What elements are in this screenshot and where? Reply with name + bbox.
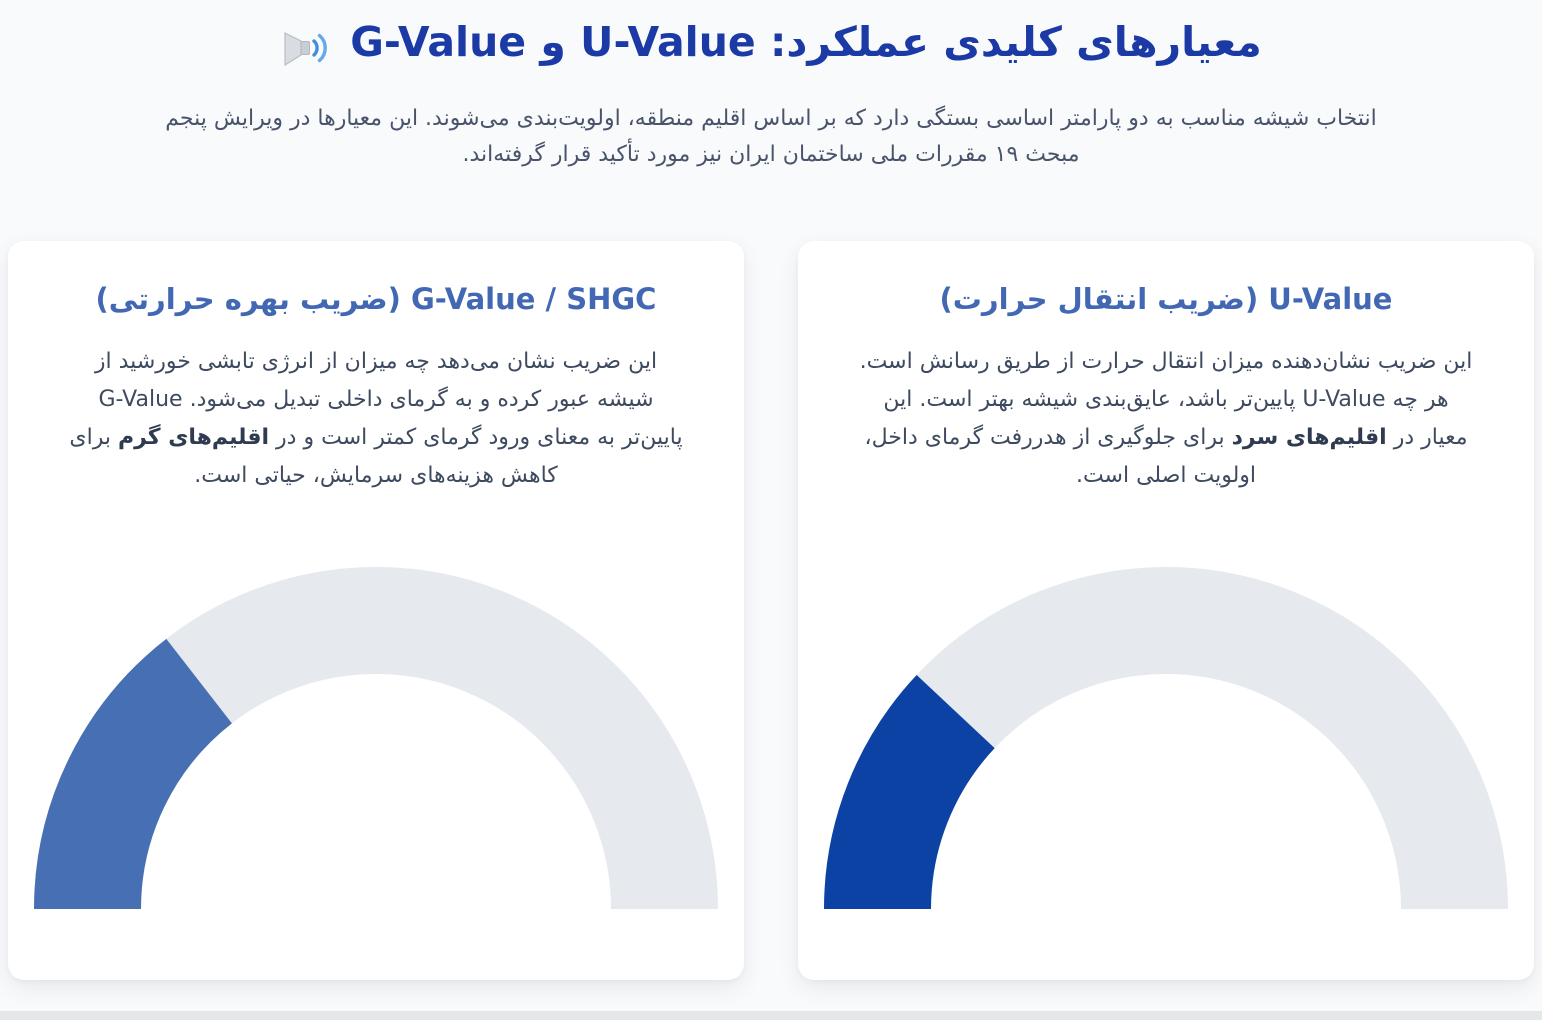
intro-paragraph: انتخاب شیشه مناسب به دو پارامتر اساسی بس…	[165, 106, 1377, 168]
u-value-card-description: این ضریب نشان‌دهنده میزان انتقال حرارت ا…	[857, 343, 1475, 494]
u-value-text-after: برای جلوگیری از هدررفت گرمای داخل، اولوی…	[864, 424, 1257, 488]
g-value-gauge	[32, 566, 720, 910]
g-value-card: G-Value / SHGC (ضریب بهره حرارتی) این ضر…	[8, 240, 744, 980]
g-value-text-bold: اقلیم‌های گرم	[117, 424, 270, 450]
g-value-card-title: G-Value / SHGC (ضریب بهره حرارتی)	[95, 281, 657, 316]
u-value-card: U-Value (ضریب انتقال حرارت) این ضریب نشا…	[798, 240, 1534, 980]
u-value-card-title: U-Value (ضریب انتقال حرارت)	[939, 281, 1393, 316]
g-value-text-before: این ضریب نشان می‌دهد چه میزان از انرژی ت…	[94, 349, 683, 450]
text-to-speech-button[interactable]	[280, 26, 328, 70]
u-value-gauge	[822, 566, 1510, 910]
page-title: معیارهای کلیدی عملکرد: U-Value و G-Value	[350, 18, 1262, 66]
g-value-text-after: برای کاهش هزینه‌های سرمایش، حیاتی است.	[69, 424, 558, 488]
u-value-text-bold: اقلیم‌های سرد	[1231, 424, 1387, 450]
u-value-text-before: این ضریب نشان‌دهنده میزان انتقال حرارت ا…	[859, 349, 1473, 450]
metric-cards: U-Value (ضریب انتقال حرارت) این ضریب نشا…	[0, 240, 1542, 980]
page-header: معیارهای کلیدی عملکرد: U-Value و G-Value	[0, 0, 1542, 71]
g-value-card-description: این ضریب نشان می‌دهد چه میزان از انرژی ت…	[67, 343, 685, 494]
speaker-icon	[280, 26, 328, 70]
bottom-section-edge	[0, 1011, 1542, 1020]
